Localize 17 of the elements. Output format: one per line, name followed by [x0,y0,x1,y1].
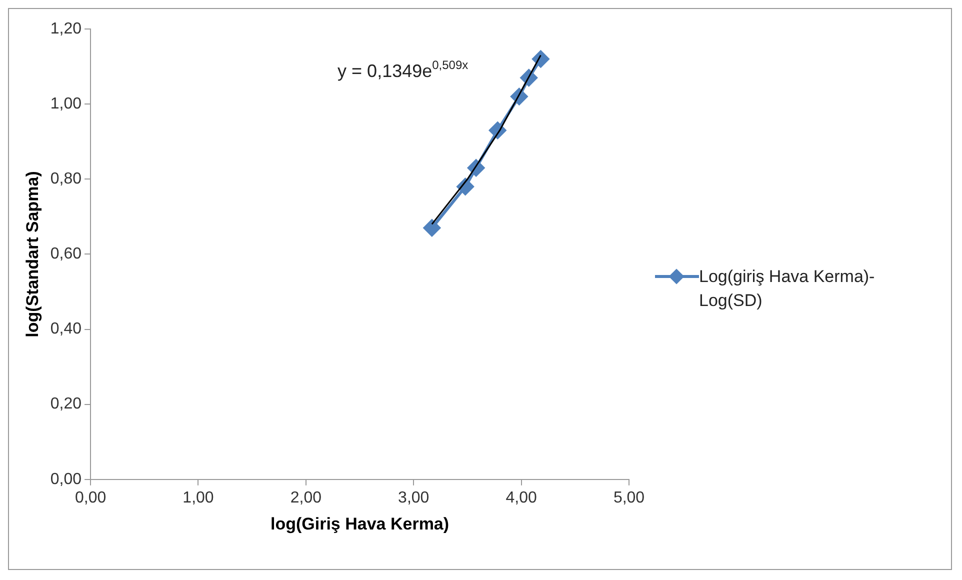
y-tick-label: 0,00 [50,470,82,488]
x-tick-label: 1,00 [182,489,214,506]
y-tick-label: 1,20 [50,20,82,38]
y-tick-label: 0,60 [50,246,82,263]
y-tick-label: 1,00 [50,95,82,112]
x-tick-label: 0,00 [74,489,106,506]
x-tick-label: 4,00 [506,489,537,506]
y-axis-title: log(Standart Sapma) [22,171,42,338]
legend-label: Log(giriş Hava Kerma)-Log(SD) [699,266,876,312]
x-axis-title: log(Giriş Hava Kerma) [270,514,450,534]
point [423,219,440,236]
y-tick-label: 0,80 [50,170,82,188]
x-tick-label: 5,00 [613,489,645,506]
y-tick-label: 0,40 [50,320,82,338]
x-tick-label: 3,00 [398,489,430,506]
y-tick-label: 0,20 [50,396,82,413]
x-tick-label: 2,00 [290,489,322,506]
